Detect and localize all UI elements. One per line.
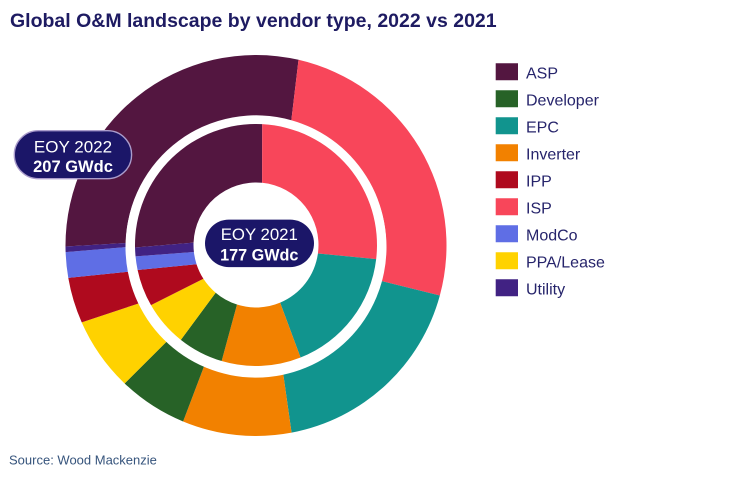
svg-text:ISP: ISP (526, 200, 552, 217)
svg-text:207 GWdc: 207 GWdc (33, 158, 113, 176)
svg-text:Global O&M landscape by vendor: Global O&M landscape by vendor type, 202… (10, 10, 497, 32)
svg-text:EPC: EPC (526, 119, 559, 136)
svg-text:ASP: ASP (526, 65, 558, 82)
svg-text:EOY 2021: EOY 2021 (221, 225, 298, 244)
svg-text:Inverter: Inverter (526, 146, 581, 163)
svg-text:IPP: IPP (526, 173, 552, 190)
svg-text:Source: Wood Mackenzie: Source: Wood Mackenzie (9, 453, 157, 468)
svg-text:PPA/Lease: PPA/Lease (526, 254, 605, 271)
svg-text:ModCo: ModCo (526, 227, 578, 244)
svg-text:Utility: Utility (526, 281, 565, 298)
svg-text:Developer: Developer (526, 92, 600, 109)
svg-text:177 GWdc: 177 GWdc (220, 246, 298, 264)
svg-text:EOY 2022: EOY 2022 (34, 137, 112, 156)
